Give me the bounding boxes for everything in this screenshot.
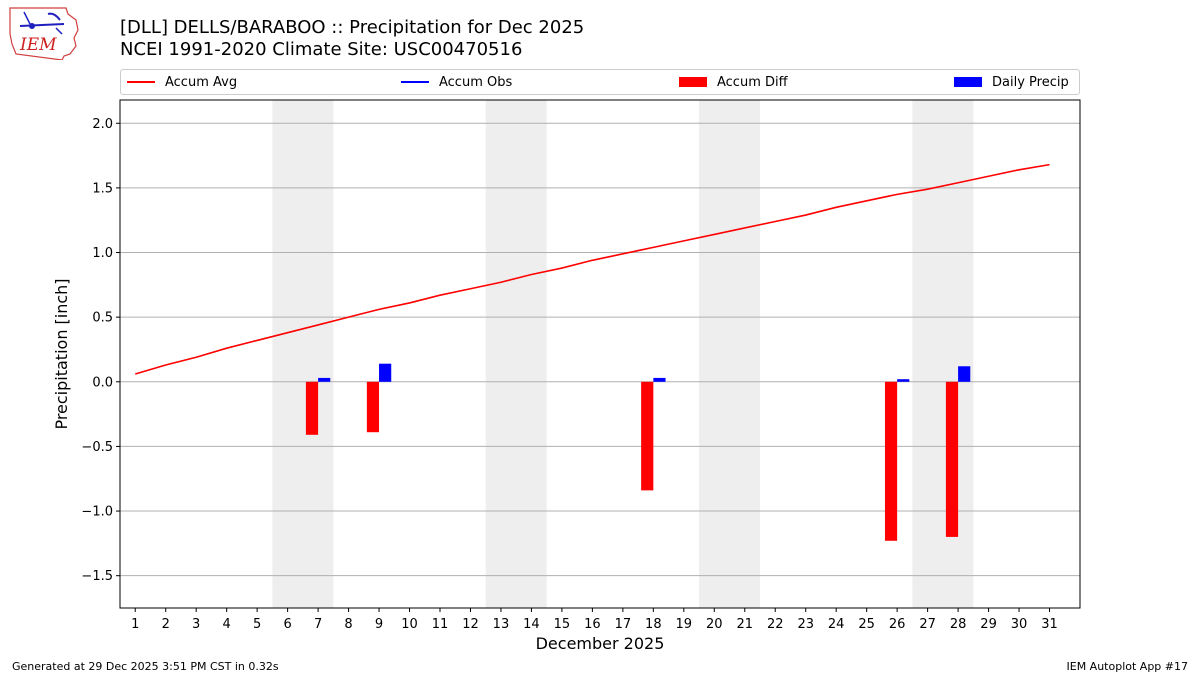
bar-daily-precip [379,363,392,382]
weekend-shade [912,100,974,608]
legend-swatch-accum-avg [127,81,155,83]
x-tick-label: 8 [344,617,352,632]
legend-label-accum-avg: Accum Avg [165,74,238,90]
bar-daily-precip [653,377,666,382]
x-tick-label: 13 [493,617,510,632]
footer-generated-text: Generated at 29 Dec 2025 3:51 PM CST in … [12,660,279,673]
series-line-accum-avg [135,163,1050,375]
legend-swatch-accum-diff [679,77,707,87]
legend-item-accum-avg: Accum Avg [127,70,237,94]
x-tick-label: 25 [858,617,875,632]
legend-item-accum-obs: Accum Obs [401,70,512,94]
x-tick-label: 27 [919,617,936,632]
legend-item-accum-diff: Accum Diff [679,70,788,94]
legend: Accum Avg Accum Obs Accum Diff Daily Pre… [120,69,1080,95]
y-tick-label: 1.0 [92,246,113,261]
x-tick-label: 28 [950,617,967,632]
x-tick-label: 21 [736,617,753,632]
y-tick-label: 0.0 [92,375,113,390]
footer-app-label: IEM Autoplot App #17 [1066,660,1189,673]
x-tick-label: 23 [797,617,814,632]
x-tick-label: 18 [645,617,662,632]
x-tick-label: 1 [131,617,139,632]
chart-title: [DLL] DELLS/BARABOO :: Precipitation for… [120,17,585,38]
y-axis-label: Precipitation [inch] [52,278,71,429]
x-tick-label: 10 [401,617,418,632]
x-tick-label: 26 [889,617,906,632]
plot-frame [119,99,1081,609]
x-tick-label: 6 [283,617,291,632]
legend-swatch-daily-precip [954,77,982,87]
x-tick-label: 15 [554,617,571,632]
x-tick-label: 24 [828,617,845,632]
bar-daily-precip [897,379,910,382]
weekend-shade [699,100,760,608]
y-tick-label: 2.0 [92,117,113,132]
x-tick-label: 17 [615,617,632,632]
bar-accum-diff [641,381,654,491]
weekend-shade [485,100,547,608]
x-tick-label: 11 [432,617,449,632]
x-tick-label: 31 [1041,617,1058,632]
x-tick-label: 12 [462,617,479,632]
x-tick-label: 30 [1011,617,1028,632]
bar-accum-diff [884,381,898,541]
x-tick-label: 19 [676,617,693,632]
x-tick-label: 29 [980,617,997,632]
x-tick-label: 22 [767,617,784,632]
y-tick-label: −1.0 [81,505,113,520]
bar-accum-diff [305,381,319,435]
weekend-shade [272,100,334,608]
iem-logo: IEM [9,7,79,60]
y-tick-label: 1.5 [92,181,113,196]
legend-item-daily-precip: Daily Precip [954,70,1069,94]
x-tick-label: 14 [523,617,540,632]
y-tick-label: −1.5 [81,569,113,584]
x-tick-label: 16 [584,617,601,632]
x-tick-label: 5 [253,617,261,632]
legend-swatch-accum-obs [401,81,429,83]
x-tick-label: 9 [375,617,383,632]
y-tick-label: −0.5 [81,440,113,455]
x-tick-label: 20 [706,617,723,632]
x-tick-label: 2 [162,617,170,632]
bar-daily-precip [318,377,331,382]
x-tick-label: 4 [223,617,231,632]
svg-text:IEM: IEM [19,35,57,55]
bar-accum-diff [366,381,380,433]
x-tick-label: 7 [314,617,322,632]
legend-label-accum-diff: Accum Diff [717,74,788,90]
x-tick-label: 3 [192,617,200,632]
legend-label-daily-precip: Daily Precip [992,74,1069,90]
y-tick-label: 0.5 [92,311,113,326]
chart-subtitle: NCEI 1991-2020 Climate Site: USC00470516 [120,39,523,60]
x-axis-label: December 2025 [536,634,665,653]
bar-daily-precip [958,366,971,382]
legend-label-accum-obs: Accum Obs [439,74,513,90]
bar-accum-diff [945,381,959,537]
